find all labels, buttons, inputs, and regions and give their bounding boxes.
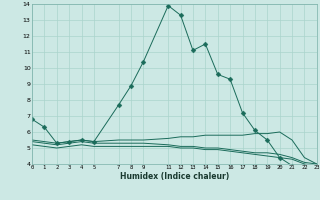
X-axis label: Humidex (Indice chaleur): Humidex (Indice chaleur) (120, 172, 229, 181)
